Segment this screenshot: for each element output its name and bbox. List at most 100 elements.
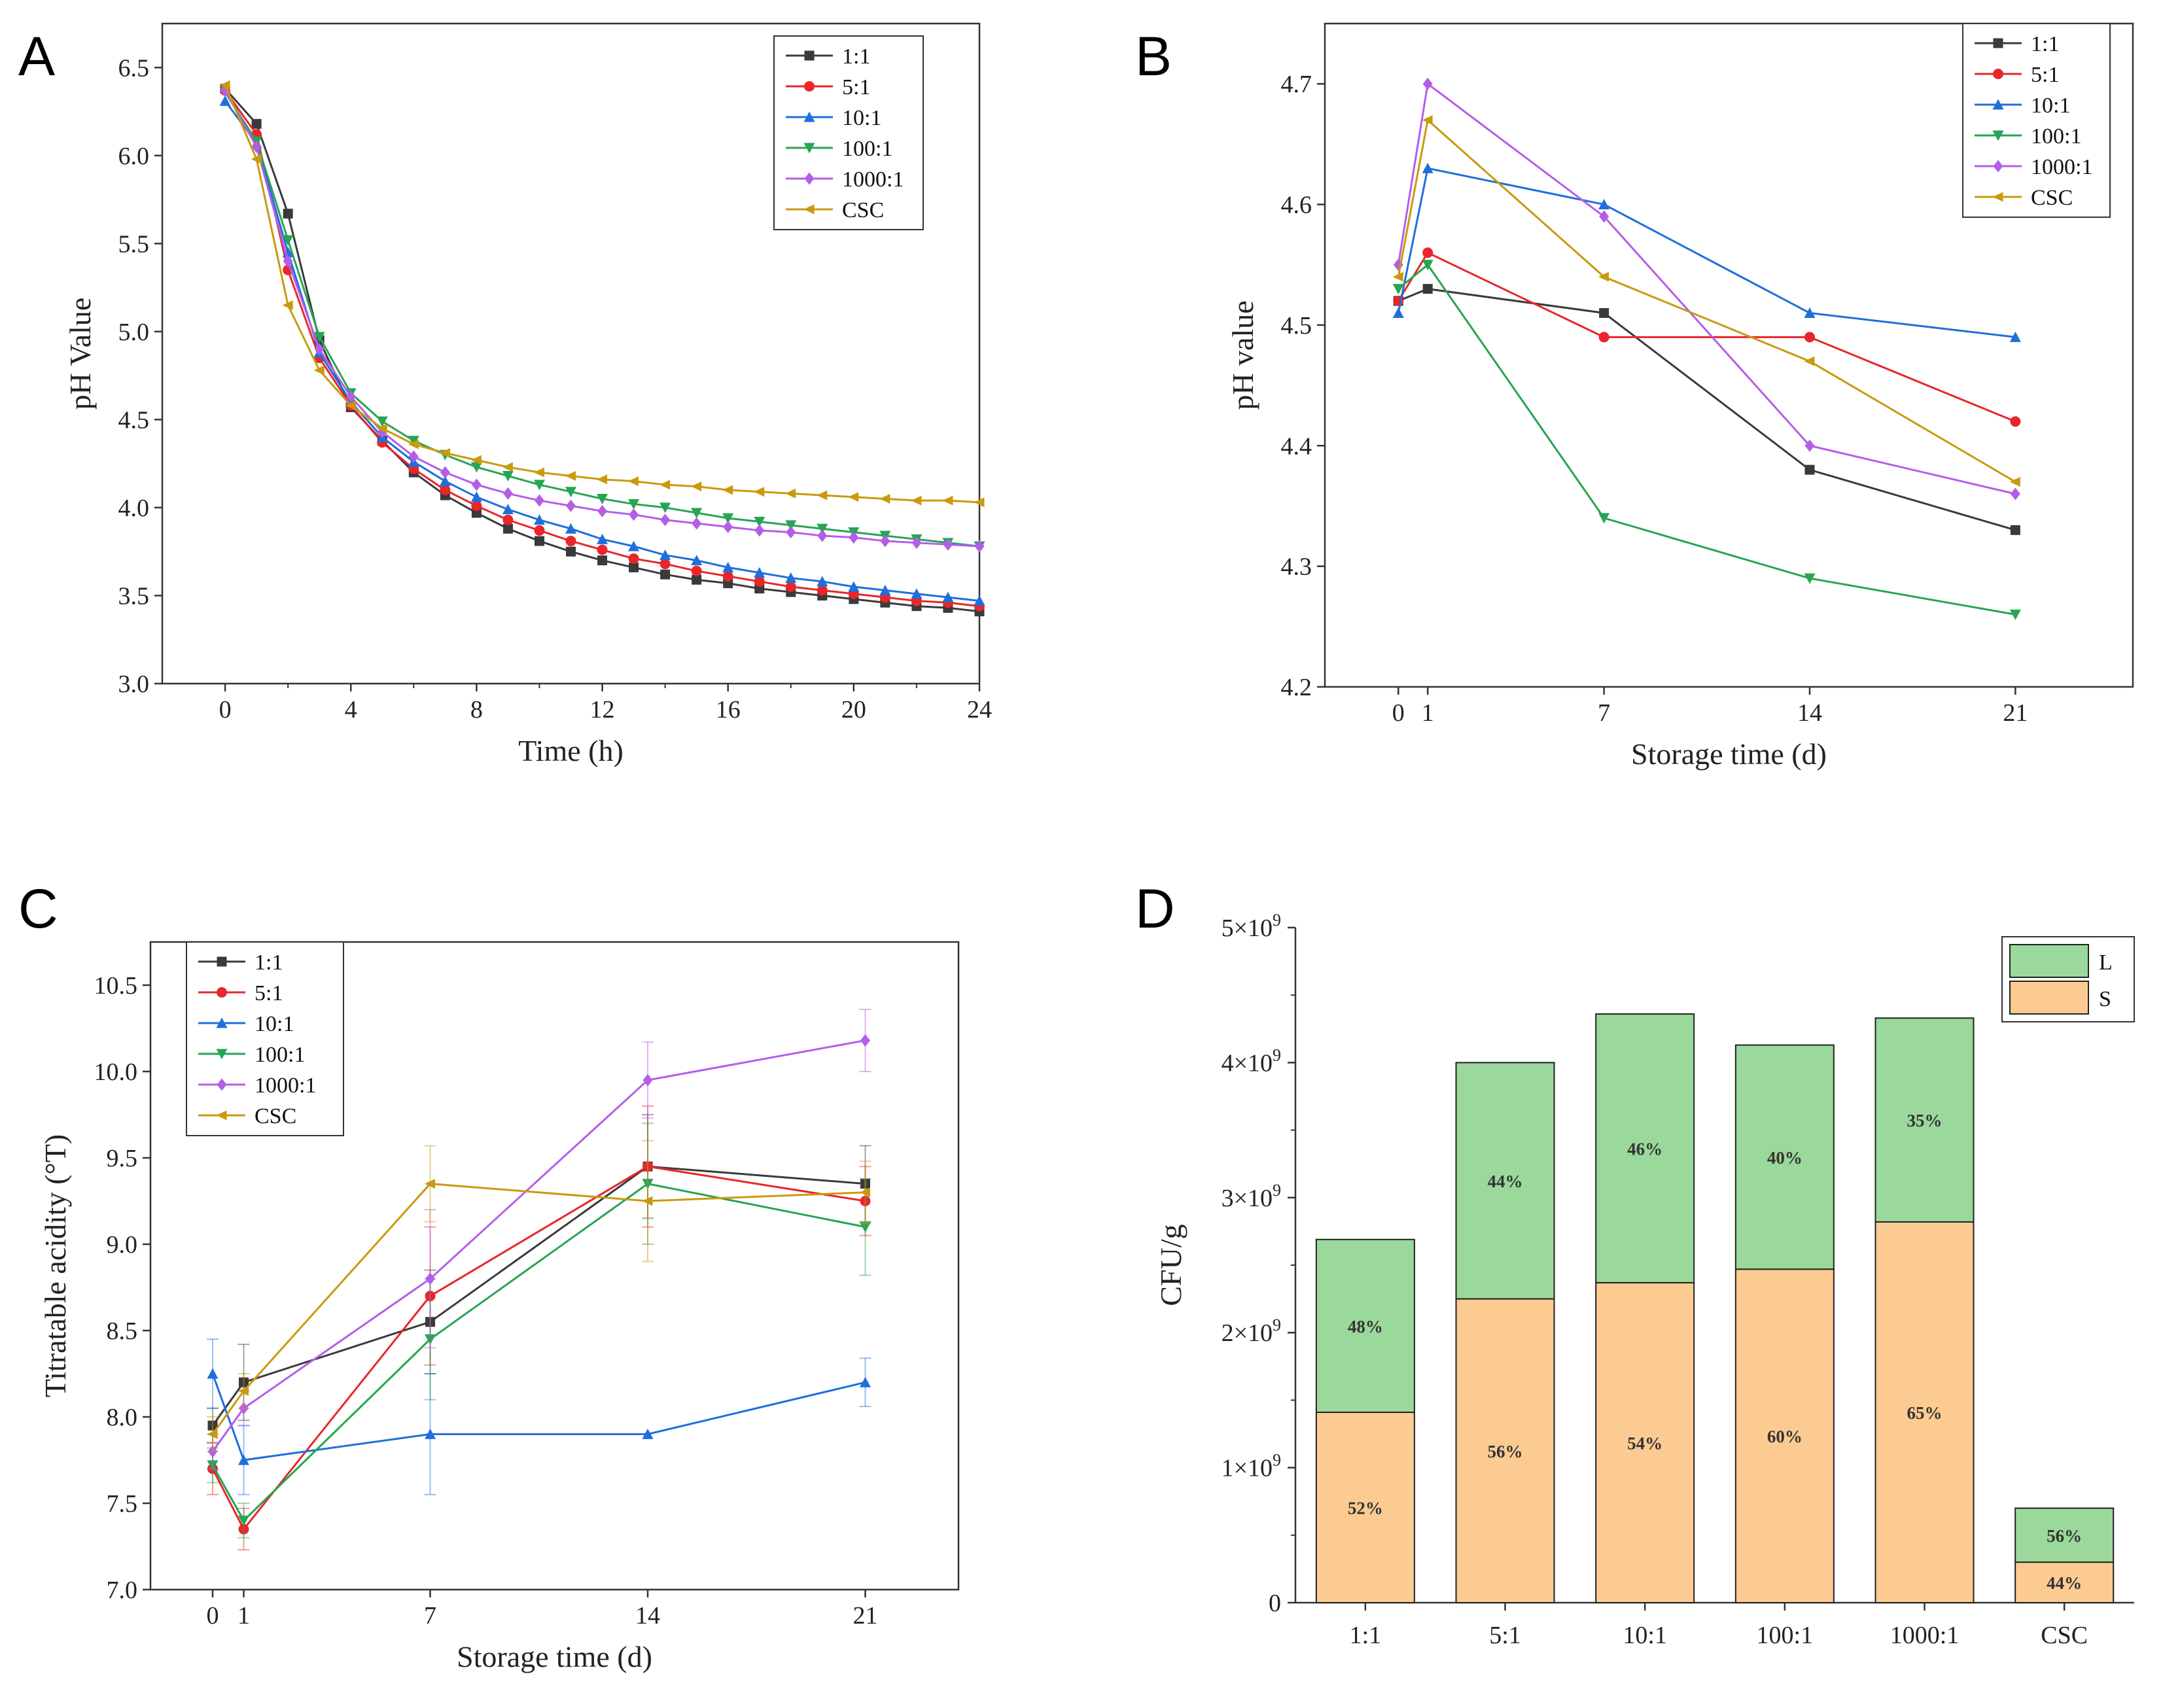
legend-marker — [1993, 38, 2003, 48]
legend-marker — [804, 172, 815, 185]
x-axis-title: Time (h) — [518, 734, 624, 767]
data-point — [974, 540, 985, 553]
data-point — [207, 1420, 218, 1431]
data-point — [2010, 525, 2020, 535]
x-tick-label: 0 — [1392, 699, 1405, 727]
data-point — [1392, 271, 1403, 282]
data-point — [597, 555, 608, 566]
data-point — [1598, 271, 1609, 282]
data-point — [848, 581, 860, 592]
bar-label-s: 56% — [1488, 1442, 1523, 1461]
series-line — [211, 1183, 866, 1435]
data-point — [659, 549, 671, 561]
data-point — [470, 455, 482, 465]
data-point — [817, 585, 828, 596]
data-point — [860, 1187, 870, 1198]
series-CSC — [1392, 114, 2020, 487]
legend-label: 5:1 — [2031, 63, 2059, 87]
data-point — [408, 439, 419, 449]
legend-label: 1:1 — [842, 44, 870, 69]
x-tick-label: 8 — [470, 696, 483, 723]
bar-label-s: 65% — [1907, 1403, 1943, 1423]
data-point — [283, 254, 293, 268]
legend-marker — [803, 111, 815, 122]
data-point — [534, 536, 544, 546]
y-tick-label: 3.0 — [118, 671, 150, 698]
panel-label-b: B — [1135, 26, 1172, 87]
data-point — [1598, 199, 1610, 210]
x-tick-label: 21 — [2003, 699, 2028, 727]
x-tick-label: CSC — [2041, 1622, 2088, 1649]
bar-segment-l — [1874, 1017, 1975, 1223]
data-point — [943, 538, 953, 551]
panel-label-d: D — [1135, 878, 1175, 939]
data-point — [860, 1034, 870, 1047]
data-point — [566, 546, 576, 557]
data-point — [282, 300, 293, 311]
data-point — [533, 514, 545, 525]
y-tick-exponent: 9 — [1273, 1316, 1281, 1334]
data-point — [1804, 439, 1815, 452]
data-point — [785, 572, 797, 584]
bar-label-s: 52% — [1348, 1498, 1383, 1518]
data-point — [1804, 464, 1815, 475]
legend-marker — [1992, 192, 2003, 202]
y-tick-exponent: 9 — [1273, 1451, 1281, 1470]
legend-frame — [186, 941, 344, 1136]
data-point — [911, 536, 922, 549]
data-point — [1422, 162, 1433, 173]
data-point — [692, 517, 702, 530]
data-point — [691, 508, 703, 519]
data-point — [251, 118, 262, 129]
chart-b: 0 1 7 14 21 4.2 4.3 4.4 4.5 4.6 4.7 Storage time (d… — [1226, 22, 2134, 771]
y-tick-label: 10.5 — [94, 972, 138, 1000]
data-point — [974, 595, 985, 606]
x-tick-label: 5:1 — [1489, 1622, 1521, 1649]
data-point — [425, 1272, 435, 1285]
legend-label: 1000:1 — [842, 167, 904, 192]
series-line — [211, 1165, 866, 1427]
legend-frame — [773, 35, 924, 230]
x-tick-label: 21 — [853, 1602, 878, 1630]
x-tick-label: 10:1 — [1623, 1622, 1667, 1649]
data-point — [879, 584, 891, 595]
series-5:1 — [207, 1105, 871, 1551]
y-tick-base: 4×10 — [1222, 1049, 1273, 1077]
legend-swatch-s — [2009, 981, 2089, 1015]
bar-group-1:1: 52% 48% — [1315, 1238, 1415, 1604]
y-tick-exponent: 9 — [1273, 911, 1281, 930]
data-point — [642, 1179, 654, 1190]
data-point — [502, 523, 513, 534]
data-point — [1422, 114, 1433, 125]
data-point — [239, 1402, 249, 1415]
data-point — [722, 513, 734, 524]
data-point — [2010, 416, 2021, 427]
data-point — [534, 525, 545, 536]
legend-label: CSC — [842, 198, 884, 222]
data-point — [1598, 332, 1609, 343]
data-point — [502, 487, 513, 500]
data-point — [238, 1386, 249, 1396]
data-point — [628, 499, 640, 510]
legend-marker — [216, 1049, 228, 1060]
data-point — [659, 502, 671, 514]
x-tick-label: 1 — [237, 1602, 250, 1630]
bar-segment-s — [2014, 1561, 2115, 1604]
data-point — [723, 521, 733, 534]
bar-segment-l — [1455, 1062, 1555, 1300]
y-tick-label: 7.0 — [107, 1577, 138, 1604]
y-tick-label: 6.5 — [118, 54, 150, 82]
bar-segment-s — [1874, 1221, 1975, 1603]
data-point — [1598, 513, 1610, 524]
data-point — [471, 478, 482, 491]
data-point — [628, 540, 640, 551]
y-tick-label: 1×109 — [1222, 1451, 1281, 1482]
legend-label: 10:1 — [842, 106, 881, 130]
bar-segment-l — [1595, 1013, 1695, 1283]
bar-group-100:1: 60% 40% — [1734, 1044, 1835, 1604]
series-line — [1397, 167, 2016, 338]
data-point — [566, 499, 576, 512]
x-tick-label: 20 — [841, 696, 866, 723]
data-point — [659, 479, 671, 490]
y-tick-label: 8.5 — [107, 1317, 138, 1345]
